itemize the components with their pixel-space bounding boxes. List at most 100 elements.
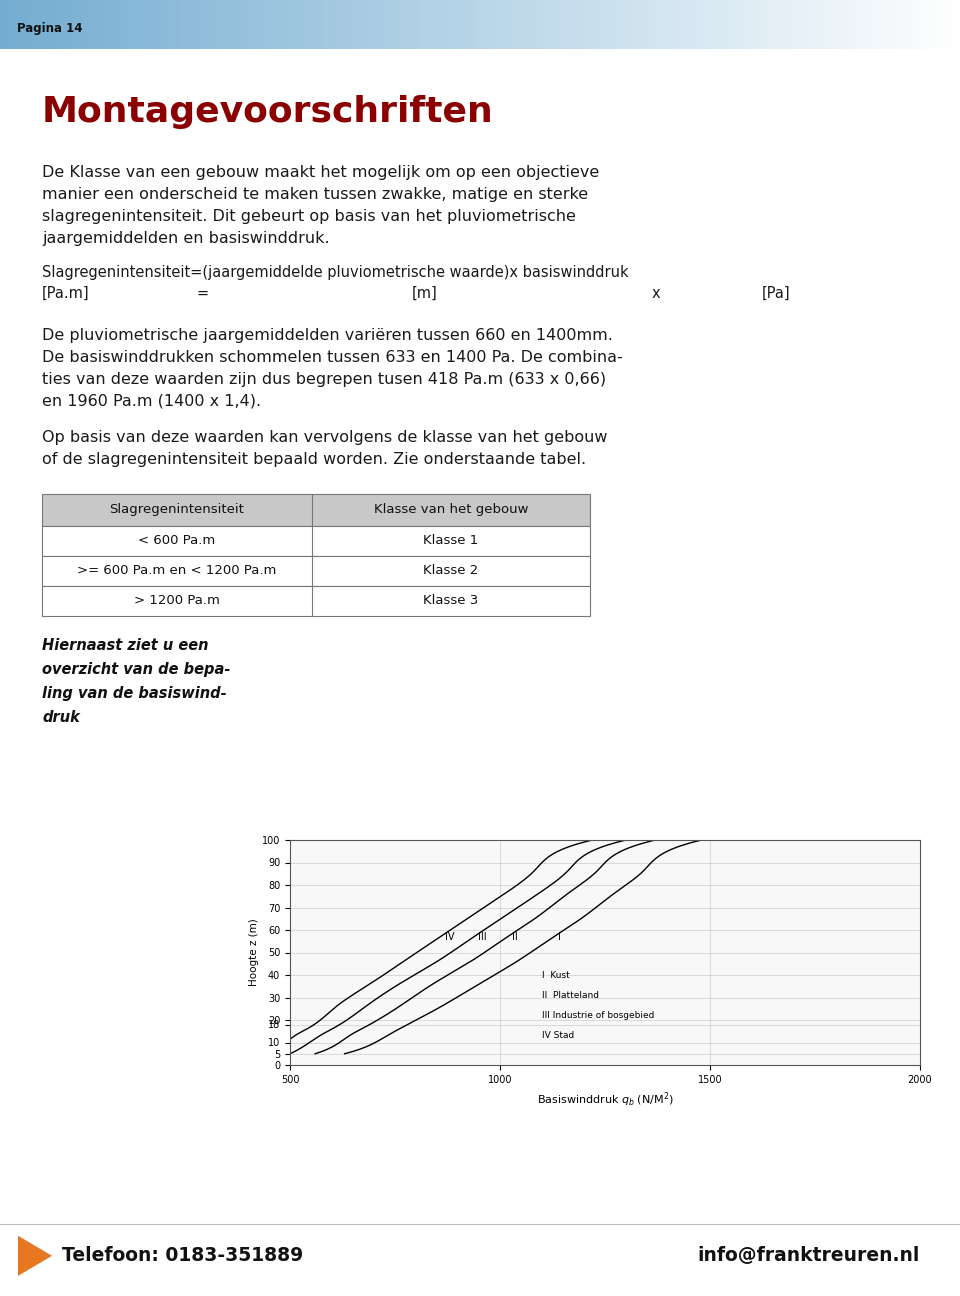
Text: jaargemiddelden en basiswinddruk.: jaargemiddelden en basiswinddruk. [42, 231, 329, 246]
Bar [552, 0, 557, 49]
Bar [830, 0, 835, 49]
Bar [590, 0, 595, 49]
Bar [226, 0, 230, 49]
Bar [734, 0, 739, 49]
Bar [926, 0, 931, 49]
Bar [667, 0, 672, 49]
Bar [682, 0, 686, 49]
Bar [432, 0, 437, 49]
Bar [38, 0, 43, 49]
Bar [42, 586, 590, 616]
Bar [840, 0, 845, 49]
Bar [758, 0, 763, 49]
Bar [302, 0, 307, 49]
Bar [202, 0, 206, 49]
Text: III: III [478, 932, 487, 942]
Bar [120, 0, 125, 49]
Text: II: II [512, 932, 517, 942]
Bar [379, 0, 384, 49]
Bar [264, 0, 269, 49]
Bar [394, 0, 398, 49]
Text: druk: druk [42, 710, 80, 724]
Bar [58, 0, 62, 49]
Bar [197, 0, 202, 49]
Bar [480, 0, 485, 49]
Bar [845, 0, 850, 49]
Bar [67, 0, 72, 49]
Bar [43, 0, 48, 49]
Text: De Klasse van een gebouw maakt het mogelijk om op een objectieve: De Klasse van een gebouw maakt het mogel… [42, 165, 599, 180]
Bar [274, 0, 278, 49]
Text: Klasse 3: Klasse 3 [423, 595, 479, 608]
Bar [130, 0, 134, 49]
Bar [547, 0, 552, 49]
Bar [850, 0, 854, 49]
Bar [787, 0, 792, 49]
Bar [946, 0, 950, 49]
Bar [686, 0, 691, 49]
Text: Klasse van het gebouw: Klasse van het gebouw [373, 504, 528, 517]
Bar [106, 0, 110, 49]
Bar [29, 0, 34, 49]
Bar [144, 0, 149, 49]
Bar [490, 0, 494, 49]
Bar [192, 0, 197, 49]
Bar [451, 0, 456, 49]
Bar [466, 0, 470, 49]
Bar [307, 0, 312, 49]
Bar [216, 0, 221, 49]
Bar [374, 0, 379, 49]
Text: Hiernaast ziet u een: Hiernaast ziet u een [42, 638, 208, 653]
Bar [854, 0, 859, 49]
Bar [91, 0, 96, 49]
Bar [941, 0, 946, 49]
Bar [629, 0, 634, 49]
Bar [662, 0, 667, 49]
Polygon shape [18, 1236, 52, 1275]
Bar [710, 0, 715, 49]
Bar [317, 0, 322, 49]
Bar [86, 0, 91, 49]
Bar [576, 0, 581, 49]
Bar [931, 0, 936, 49]
Bar [384, 0, 389, 49]
Text: Klasse 2: Klasse 2 [423, 565, 479, 578]
Bar [461, 0, 466, 49]
Bar [624, 0, 629, 49]
Bar [42, 494, 590, 526]
Bar [350, 0, 355, 49]
Bar [322, 0, 326, 49]
Bar [778, 0, 782, 49]
Bar [902, 0, 907, 49]
Bar [835, 0, 840, 49]
Bar [168, 0, 173, 49]
Bar [826, 0, 830, 49]
Bar [77, 0, 82, 49]
Bar [389, 0, 394, 49]
Bar [149, 0, 154, 49]
Text: Op basis van deze waarden kan vervolgens de klasse van het gebouw: Op basis van deze waarden kan vervolgens… [42, 430, 608, 445]
Bar [504, 0, 509, 49]
Bar [538, 0, 542, 49]
Bar [187, 0, 192, 49]
Bar [0, 0, 5, 49]
Bar [331, 0, 336, 49]
Bar [245, 0, 250, 49]
Bar [600, 0, 605, 49]
Bar [878, 0, 883, 49]
Bar [403, 0, 408, 49]
Text: [Pa]: [Pa] [762, 286, 791, 301]
Bar [42, 556, 590, 586]
Bar [802, 0, 806, 49]
Bar [749, 0, 754, 49]
Bar [917, 0, 922, 49]
Bar [610, 0, 614, 49]
Bar [773, 0, 778, 49]
Bar [125, 0, 130, 49]
Bar [34, 0, 38, 49]
Text: Pagina 14: Pagina 14 [17, 22, 83, 35]
Bar [562, 0, 566, 49]
Bar [586, 0, 590, 49]
Bar [763, 0, 768, 49]
Text: III Industrie of bosgebied: III Industrie of bosgebied [542, 1011, 655, 1020]
